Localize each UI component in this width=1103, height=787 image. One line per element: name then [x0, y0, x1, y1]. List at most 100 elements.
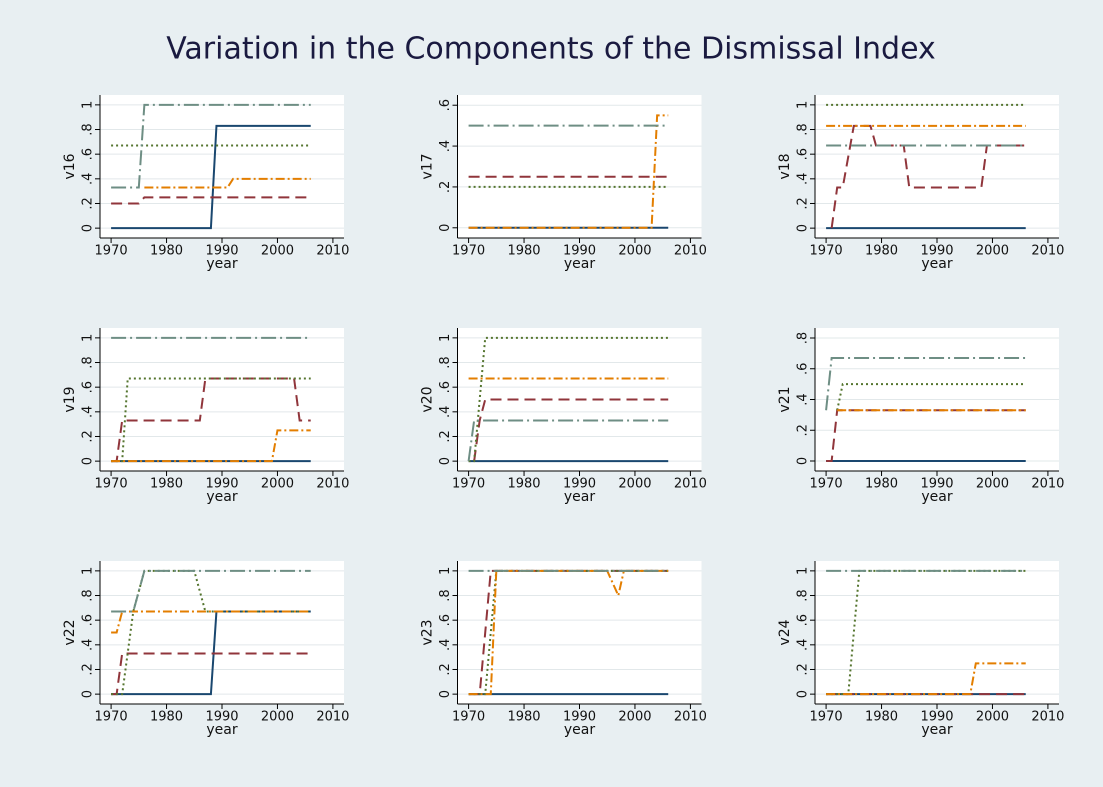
x-tick-label: 2010 — [316, 477, 349, 492]
x-tick-label: 2000 — [618, 477, 651, 492]
x-tick-label: 2010 — [674, 477, 707, 492]
series-line — [830, 124, 1026, 229]
y-tick-label: .6 — [81, 381, 96, 393]
y-tick-label: 1 — [81, 567, 96, 575]
x-axis-title: year — [921, 256, 952, 272]
x-tick-label: 1990 — [920, 244, 953, 259]
x-tick-label: 2010 — [674, 710, 707, 725]
x-tick-label: 2010 — [1031, 710, 1064, 725]
series-line — [111, 610, 311, 634]
y-axis-title: v22 — [62, 619, 78, 645]
series-line — [468, 336, 669, 463]
y-tick-label: 1 — [81, 334, 96, 342]
y-tick-label: .4 — [796, 173, 811, 185]
x-tick-label: 1970 — [452, 710, 485, 725]
y-tick-label: .6 — [438, 614, 453, 626]
x-tick-label: 1980 — [507, 477, 540, 492]
x-tick-label: 1980 — [865, 244, 898, 259]
x-tick-label: 1970 — [95, 710, 128, 725]
y-tick-label: .4 — [81, 639, 96, 651]
series-line — [825, 356, 1026, 411]
x-axis-title: year — [564, 722, 595, 738]
x-tick-label: 1990 — [563, 477, 596, 492]
x-tick-label: 2010 — [316, 710, 349, 725]
x-tick-label: 1990 — [205, 244, 238, 259]
y-tick-label: 0 — [438, 457, 453, 465]
plot-area — [457, 561, 702, 704]
series-line — [468, 114, 669, 229]
x-axis-title: year — [564, 489, 595, 505]
y-tick-label: .2 — [796, 197, 811, 209]
series-line — [111, 103, 311, 189]
y-tick-label: 0 — [796, 457, 811, 465]
x-tick-label: 2010 — [674, 244, 707, 259]
y-tick-label: 1 — [796, 567, 811, 575]
x-tick-label: 1970 — [810, 244, 843, 259]
y-tick-label: .8 — [81, 123, 96, 135]
series-line — [826, 662, 1026, 696]
x-tick-label: 2010 — [316, 244, 349, 259]
y-tick-label: .4 — [796, 393, 811, 405]
y-tick-label: .6 — [81, 614, 96, 626]
x-tick-label: 2000 — [261, 244, 294, 259]
y-tick-label: .4 — [81, 173, 96, 185]
y-tick-label: .6 — [796, 148, 811, 160]
x-tick-label: 1980 — [507, 244, 540, 259]
y-tick-label: .2 — [81, 430, 96, 442]
x-tick-label: 1980 — [507, 710, 540, 725]
x-tick-label: 2000 — [618, 244, 651, 259]
plot-area — [100, 561, 344, 704]
y-tick-label: .8 — [438, 356, 453, 368]
series-line — [111, 429, 311, 463]
x-tick-label: 1980 — [150, 710, 183, 725]
x-tick-label: 1990 — [563, 710, 596, 725]
y-tick-label: .2 — [438, 430, 453, 442]
y-tick-label: .6 — [796, 614, 811, 626]
y-tick-label: .6 — [796, 363, 811, 375]
y-tick-label: .4 — [438, 140, 453, 152]
x-tick-label: 1990 — [205, 710, 238, 725]
y-tick-label: .2 — [796, 663, 811, 675]
x-tick-label: 2000 — [976, 477, 1009, 492]
y-tick-label: .6 — [438, 99, 453, 111]
y-tick-label: 1 — [438, 567, 453, 575]
y-tick-label: 0 — [81, 457, 96, 465]
y-tick-label: .2 — [438, 663, 453, 675]
x-tick-label: 1970 — [452, 244, 485, 259]
x-tick-label: 2000 — [618, 710, 651, 725]
x-tick-label: 1970 — [95, 477, 128, 492]
x-tick-label: 2010 — [1031, 244, 1064, 259]
y-tick-label: 1 — [438, 334, 453, 342]
x-tick-label: 2010 — [1031, 477, 1064, 492]
x-axis-title: year — [206, 722, 237, 738]
y-tick-label: .8 — [796, 123, 811, 135]
y-axis-title: v16 — [62, 153, 78, 179]
y-tick-label: .4 — [438, 406, 453, 418]
y-axis-title: v24 — [777, 619, 793, 645]
chart-title: Variation in the Components of the Dismi… — [166, 32, 936, 67]
y-tick-label: .6 — [81, 148, 96, 160]
x-tick-label: 1980 — [150, 244, 183, 259]
x-tick-label: 2000 — [261, 477, 294, 492]
x-axis-title: year — [206, 256, 237, 272]
y-tick-label: 0 — [438, 690, 453, 698]
x-tick-label: 1990 — [920, 477, 953, 492]
plot-area — [815, 561, 1059, 704]
y-tick-label: .4 — [438, 639, 453, 651]
y-axis-title: v21 — [777, 386, 793, 412]
y-tick-label: .2 — [81, 197, 96, 209]
x-tick-label: 1980 — [865, 710, 898, 725]
x-tick-label: 1980 — [150, 477, 183, 492]
y-tick-label: .2 — [81, 663, 96, 675]
y-axis-title: v23 — [420, 619, 436, 645]
x-tick-label: 1990 — [563, 244, 596, 259]
series-line — [467, 419, 669, 462]
y-tick-label: .2 — [796, 424, 811, 436]
y-tick-label: 0 — [796, 224, 811, 232]
x-tick-label: 1980 — [865, 477, 898, 492]
series-line — [826, 409, 1026, 463]
x-tick-label: 1970 — [95, 244, 128, 259]
series-line — [111, 652, 311, 696]
series-line — [836, 383, 1026, 411]
